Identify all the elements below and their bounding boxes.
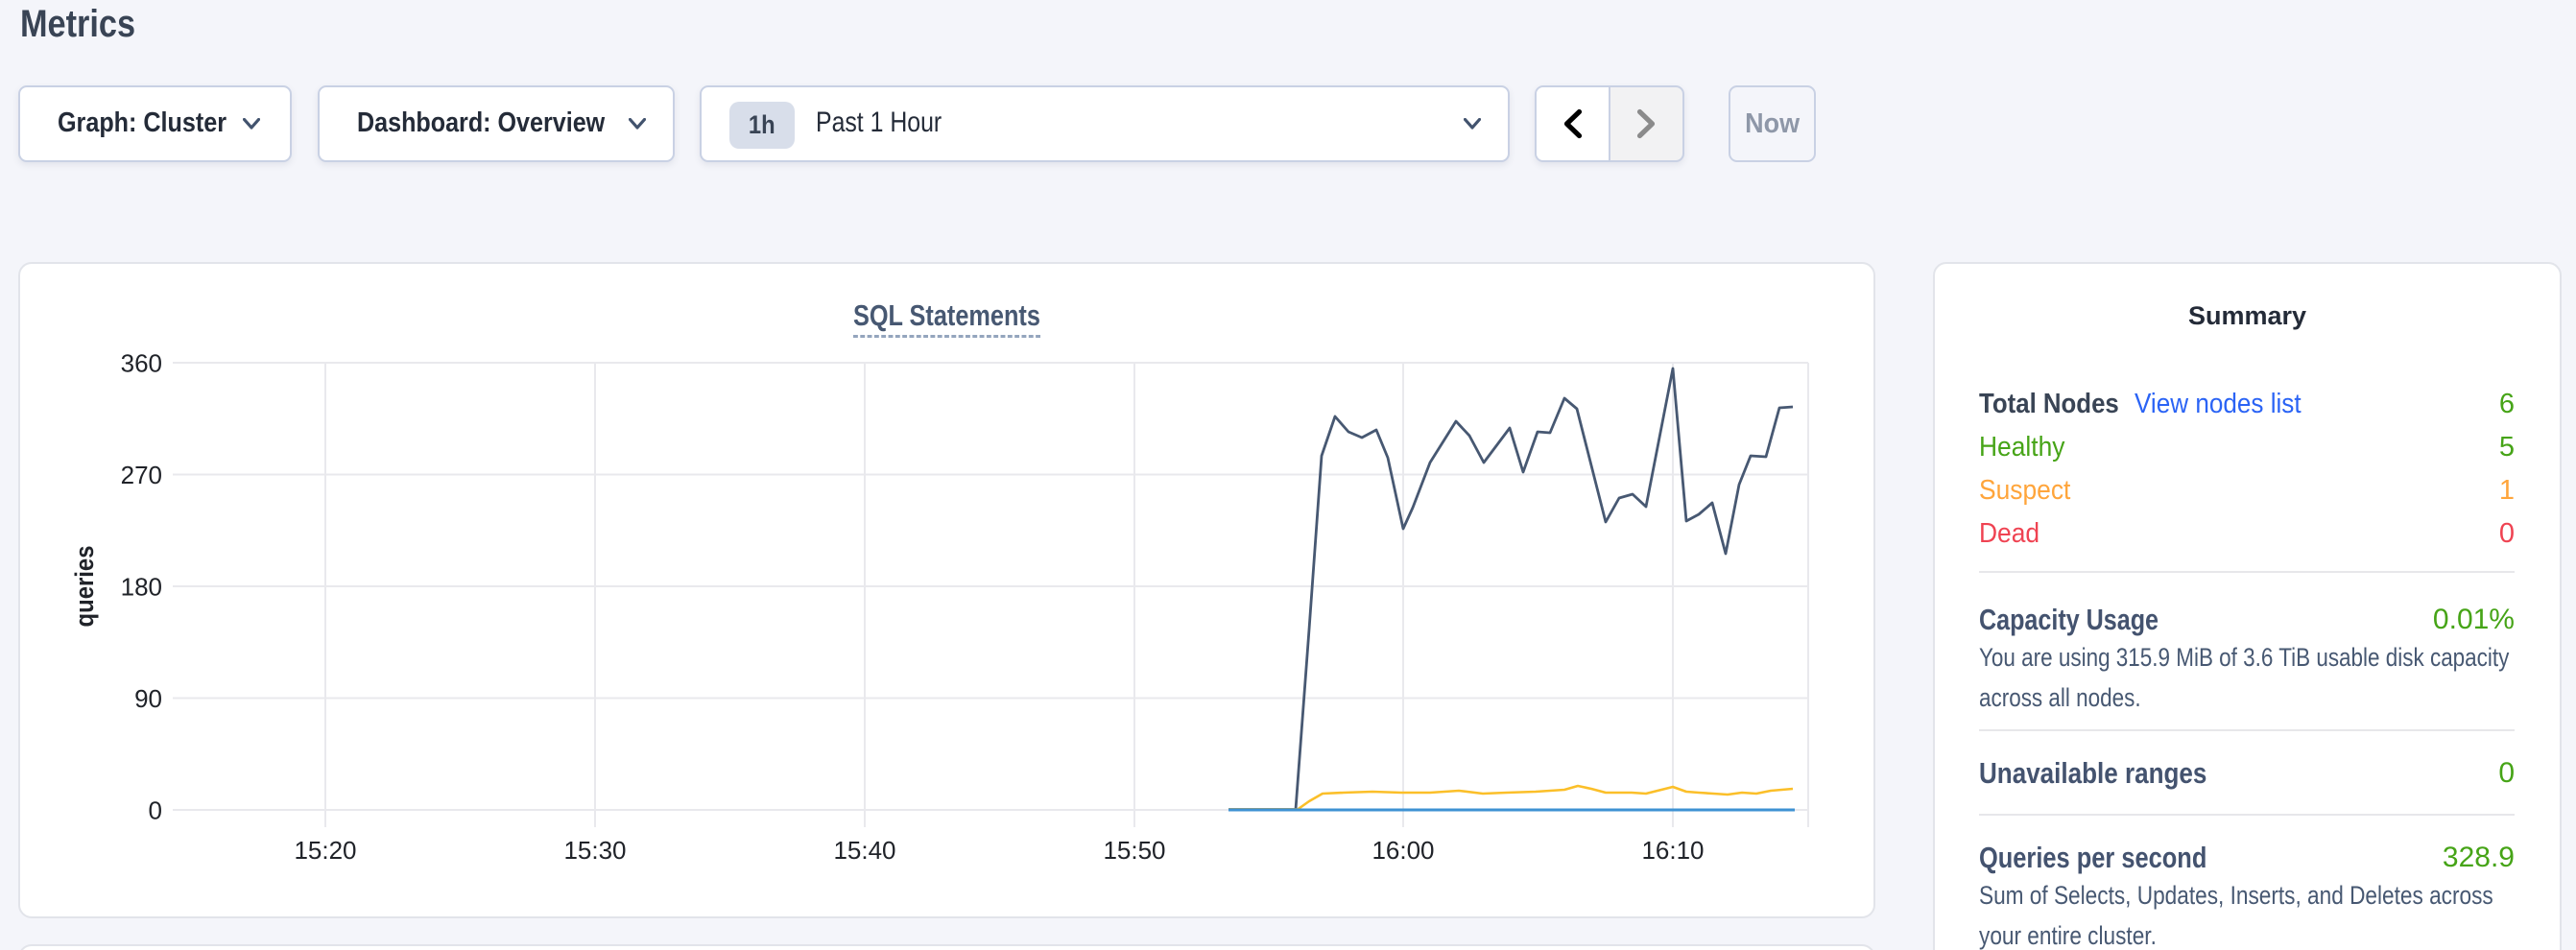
svg-text:0: 0	[149, 796, 162, 825]
svg-text:180: 180	[121, 573, 162, 602]
svg-text:16:00: 16:00	[1371, 836, 1434, 865]
svg-text:queries: queries	[70, 546, 99, 628]
svg-text:16:10: 16:10	[1641, 836, 1704, 865]
svg-text:270: 270	[121, 461, 162, 489]
svg-text:15:50: 15:50	[1103, 836, 1165, 865]
svg-text:15:20: 15:20	[294, 836, 356, 865]
svg-text:90: 90	[134, 684, 162, 713]
svg-text:15:40: 15:40	[833, 836, 895, 865]
svg-text:360: 360	[121, 349, 162, 378]
svg-text:15:30: 15:30	[563, 836, 626, 865]
